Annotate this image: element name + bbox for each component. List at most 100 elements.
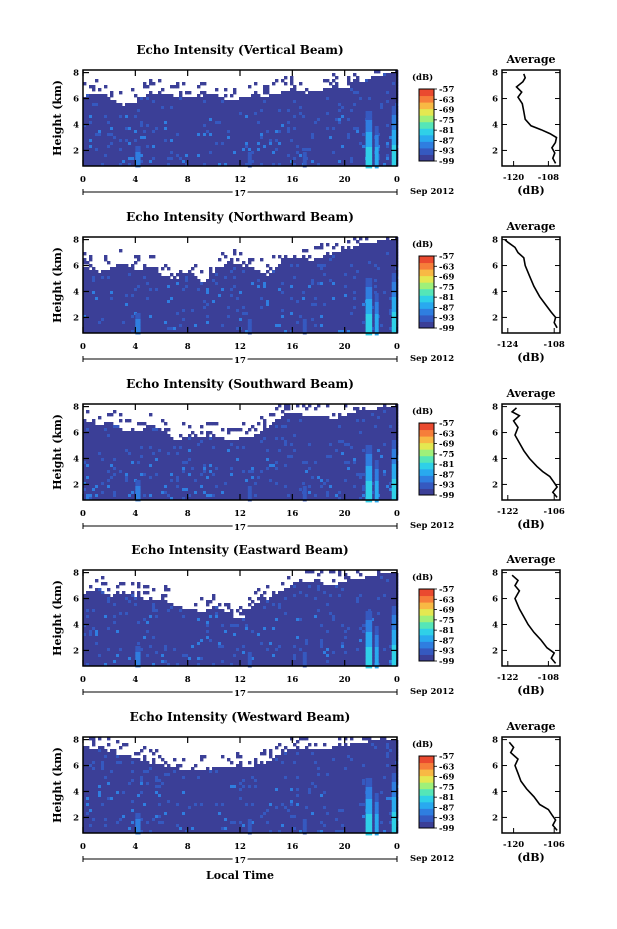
heatmap-cell (209, 157, 212, 160)
heatmap-cell (143, 124, 146, 127)
heatmap-cell (140, 303, 143, 306)
heatmap-cell (203, 121, 206, 124)
heatmap-cell (125, 127, 128, 130)
heatmap-cell (251, 124, 254, 127)
heatmap-cell (347, 154, 350, 157)
heatmap-cell (224, 297, 227, 300)
heatmap-cell (179, 288, 182, 291)
heatmap-cell (167, 118, 170, 121)
heatmap-cell (89, 118, 92, 121)
heatmap-cell (254, 294, 257, 297)
heatmap-cell (375, 138, 379, 141)
heatmap-cell (206, 291, 209, 294)
heatmap-cell (260, 312, 263, 315)
heatmap-cell (135, 146, 140, 149)
heatmap-cell (206, 100, 209, 103)
heatmap-cell (191, 136, 194, 139)
heatmap-cell (233, 303, 236, 306)
heatmap-cell (341, 318, 344, 321)
heatmap-cell (128, 324, 131, 327)
heatmap-cell (161, 151, 164, 154)
heatmap-cell (188, 109, 191, 112)
heatmap-cell (146, 136, 149, 139)
heatmap-cell (353, 312, 356, 315)
heatmap-cell (245, 309, 248, 312)
heatmap-cell (366, 120, 373, 123)
heatmap-cell (137, 297, 140, 300)
heatmap-cell (131, 139, 134, 142)
heatmap-cell (296, 100, 299, 103)
heatmap-cell (233, 252, 236, 255)
heatmap-cell (176, 309, 179, 312)
heatmap-cell (275, 106, 278, 109)
heatmap-cell (135, 158, 140, 161)
heatmap-cell (263, 130, 266, 133)
heatmap-cell (218, 124, 221, 127)
heatmap-cell (272, 282, 275, 285)
heatmap-cell (191, 324, 194, 327)
heatmap-cell (323, 121, 326, 124)
heatmap-cell (212, 154, 215, 157)
heatmap-cell (362, 249, 365, 252)
heatmap-cell (221, 127, 224, 130)
heatmap-cell (224, 276, 227, 279)
heatmap-cell (278, 264, 281, 267)
heatmap-cell (266, 127, 269, 130)
heatmap-cell (347, 109, 350, 112)
heatmap-cell (197, 100, 200, 103)
heatmap-cell (359, 276, 362, 279)
heatmap-cell (236, 121, 239, 124)
heatmap-cell (209, 139, 212, 142)
heatmap-cell (179, 324, 182, 327)
heatmap-cell (290, 279, 293, 282)
heatmap-cell (329, 255, 332, 258)
heatmap-cell (161, 306, 164, 309)
heatmap-cell (326, 103, 329, 106)
heatmap-cell (287, 136, 290, 139)
heatmap-cell (101, 100, 104, 103)
heatmap-cell (107, 103, 110, 106)
heatmap-cell (227, 324, 230, 327)
heatmap-cell (299, 157, 302, 160)
heatmap-cell (101, 279, 104, 282)
heatmap-cell (320, 261, 323, 264)
heatmap-cell (197, 324, 200, 327)
heatmap-cell (170, 106, 173, 109)
heatmap-cell (158, 312, 161, 315)
heatmap-cell (323, 264, 326, 267)
heatmap-cell (326, 124, 329, 127)
heatmap-cell (161, 115, 164, 118)
heatmap-cell (332, 285, 335, 288)
heatmap-cell (230, 270, 233, 273)
heatmap-cell (113, 103, 116, 106)
heatmap-cell (170, 279, 173, 282)
heatmap-cell (161, 285, 164, 288)
heatmap-cell (98, 103, 101, 106)
heatmap-cell (302, 306, 305, 309)
heatmap-cell (197, 124, 200, 127)
heatmap-cell (209, 118, 212, 121)
heatmap-cell (188, 136, 191, 139)
heatmap-cell (293, 303, 296, 306)
heatmap-cell (353, 255, 356, 258)
heatmap-cell (119, 300, 122, 303)
heatmap-cell (366, 126, 373, 129)
heatmap-cell (221, 306, 224, 309)
heatmap-cell (185, 288, 188, 291)
heatmap-cell (305, 288, 308, 291)
heatmap-cell (131, 276, 134, 279)
heatmap-cell (338, 324, 341, 327)
heatmap-cell (302, 276, 305, 279)
heatmap-cell (113, 267, 116, 270)
heatmap-cell (272, 160, 275, 163)
heatmap-cell (119, 154, 122, 157)
heatmap-cell (383, 160, 386, 163)
heatmap-cell (332, 282, 335, 285)
heatmap-cell (239, 315, 242, 318)
heatmap-cell (158, 300, 161, 303)
heatmap-cell (245, 127, 248, 130)
heatmap-cell (335, 121, 338, 124)
colorbar-segment (419, 128, 434, 135)
heatmap-cell (161, 282, 164, 285)
heatmap-cell (152, 306, 155, 309)
